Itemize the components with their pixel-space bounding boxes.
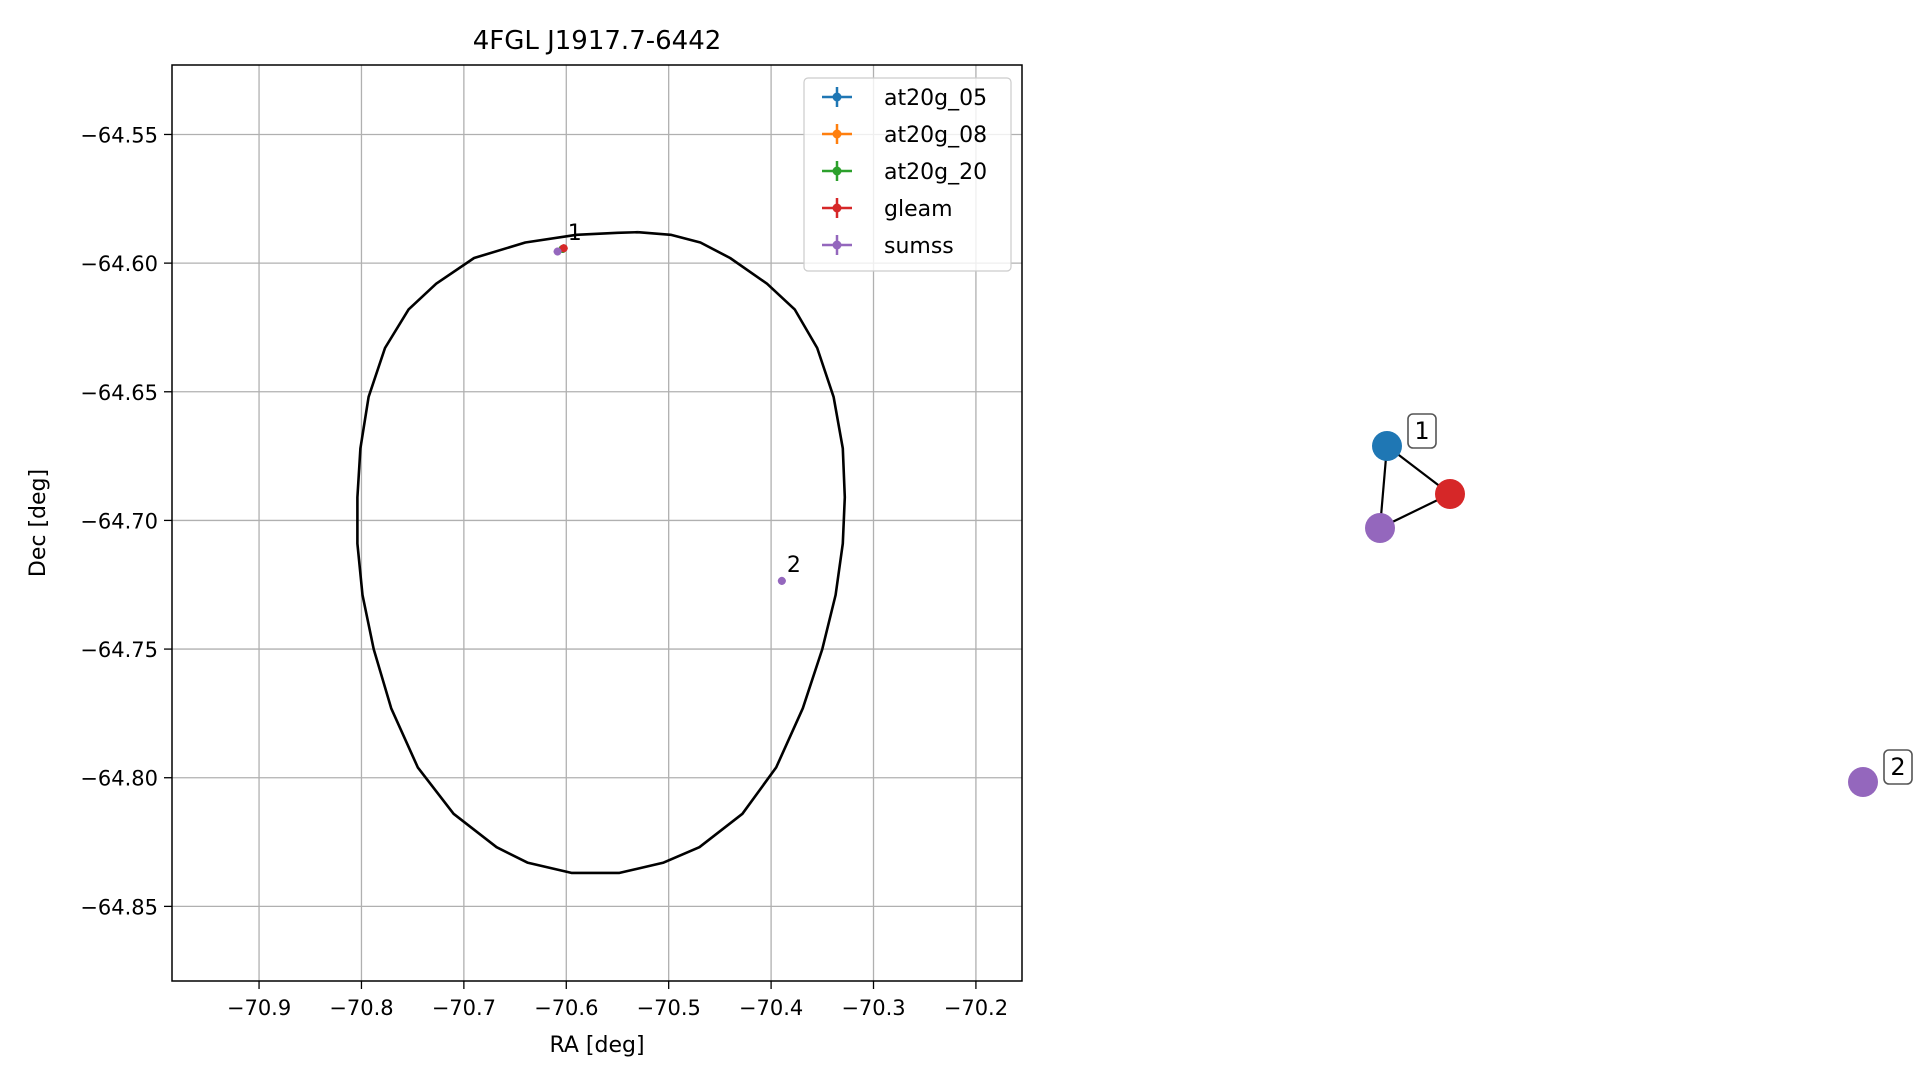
y-tick-label: −64.55: [80, 123, 158, 147]
grid: [172, 65, 1022, 981]
y-tick-label: −64.70: [80, 509, 158, 533]
x-tick-label: −70.8: [329, 996, 393, 1020]
y-tick-label: −64.60: [80, 252, 158, 276]
network-node: [1372, 431, 1402, 461]
legend-label: sumss: [884, 234, 954, 259]
svg-text:2: 2: [1890, 753, 1905, 781]
y-axis-ticks: −64.55 −64.60 −64.65 −64.70 −64.75 −64.80 −64.…: [80, 123, 172, 919]
x-tick-label: −70.5: [637, 996, 701, 1020]
point-annotation: 2: [787, 553, 801, 578]
point-gleam: [559, 244, 568, 253]
error-ellipse-group: [356, 230, 847, 875]
network-node-label: 2: [1883, 749, 1913, 785]
network-node: [1848, 767, 1878, 797]
point-annotations: 12: [568, 221, 801, 578]
legend-item-gleam: gleam: [822, 197, 953, 222]
network-node: [1365, 513, 1395, 543]
y-tick-label: −64.80: [80, 767, 158, 791]
x-axis-ticks: −70.9 −70.8 −70.7 −70.6 −70.5 −70.4 −70.3 −70.2: [227, 981, 1008, 1020]
network-node: [1435, 479, 1465, 509]
legend-box: [803, 77, 1012, 272]
network-graph: 12: [1365, 413, 1913, 797]
svg-text:1: 1: [1414, 417, 1429, 445]
data-points: [553, 244, 786, 585]
plot-frame: [171, 64, 1023, 982]
legend-item-sumss: sumss: [822, 234, 954, 259]
point-sumss: [777, 576, 786, 585]
network-node-label: 1: [1407, 413, 1437, 449]
point-annotation: 1: [568, 221, 582, 246]
y-tick-label: −64.75: [80, 638, 158, 662]
x-tick-label: −70.4: [739, 996, 803, 1020]
point-sumss: [553, 247, 562, 256]
x-tick-label: −70.2: [944, 996, 1008, 1020]
legend-label: gleam: [884, 197, 953, 222]
x-tick-label: −70.7: [432, 996, 496, 1020]
x-tick-label: −70.9: [227, 996, 291, 1020]
legend-item-at20g_08: at20g_08: [822, 123, 987, 148]
y-tick-label: −64.85: [80, 895, 158, 919]
error-ellipse: [356, 230, 847, 875]
y-axis-label: Dec [deg]: [26, 469, 51, 577]
y-tick-label: −64.65: [80, 381, 158, 405]
legend-label: at20g_05: [884, 86, 987, 111]
x-tick-label: −70.6: [534, 996, 598, 1020]
chart-title: 4FGL J1917.7-6442: [473, 26, 722, 56]
legend-item-at20g_05: at20g_05: [822, 86, 987, 111]
legend-item-at20g_20: at20g_20: [822, 160, 987, 185]
legend-label: at20g_20: [884, 160, 987, 185]
legend-label: at20g_08: [884, 123, 987, 148]
x-tick-label: −70.3: [841, 996, 905, 1020]
x-axis-label: RA [deg]: [549, 1033, 644, 1058]
